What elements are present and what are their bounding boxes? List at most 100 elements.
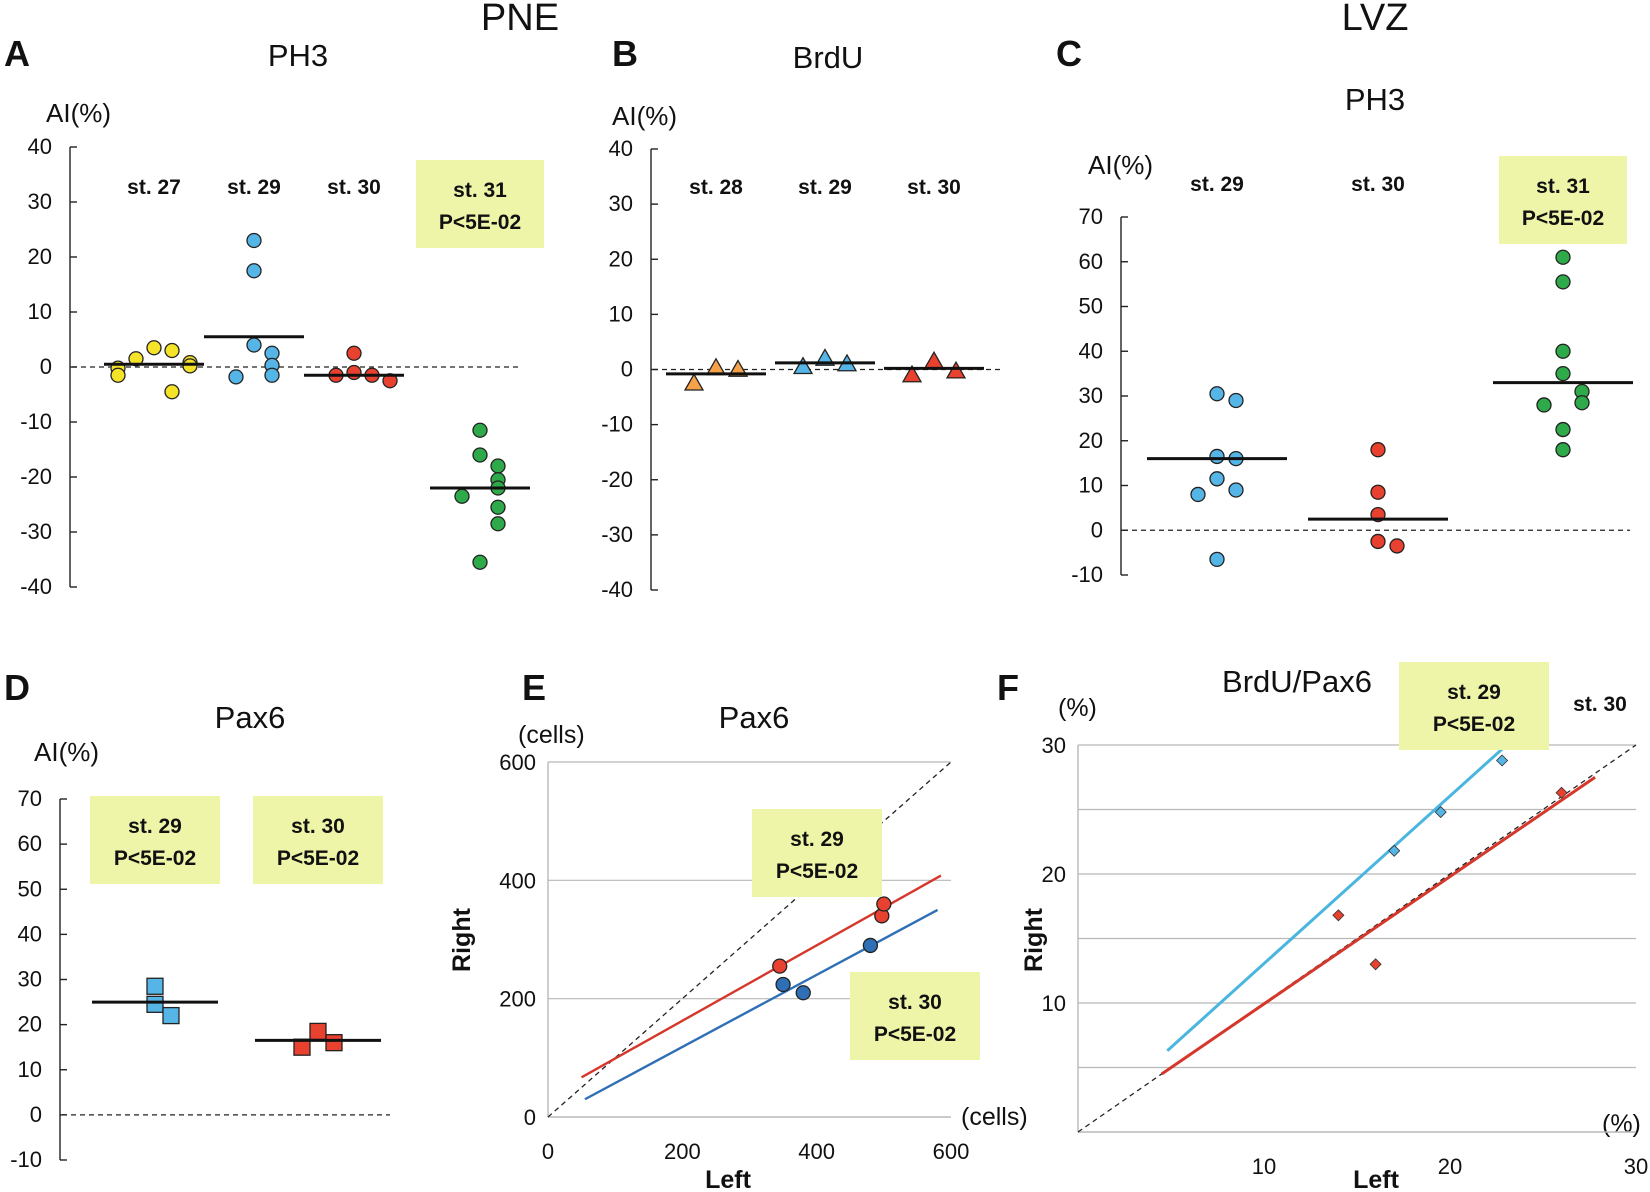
panel-c-ytick-label: 30 [1079, 383, 1103, 408]
panel-c-sig-st-31-stage: st. 31 [1536, 175, 1590, 198]
panel-d-point-st-30 [309, 1022, 327, 1041]
panel-a-ylabel: AI(%) [46, 98, 111, 128]
panel-b-ytick-label: -10 [601, 412, 633, 437]
panel-d: D Pax6 AI(%) 70 60 50 40 30 20 10 0 -10 st. 29 P<5… [4, 667, 390, 1172]
panel-c-plot: 70 60 50 40 30 20 10 0 -10 st. 29 st. 30 st. 31 P<5E… [1071, 156, 1633, 587]
panel-e-sig-st-30-pvalue: P<5E-02 [874, 1023, 956, 1046]
panel-d-sig-st-29-stage: st. 29 [128, 815, 182, 838]
panel-f-ytick-label: 20 [1042, 862, 1066, 887]
panel-e-sig-st-30-box [850, 972, 980, 1060]
panel-b-point-st-30 [901, 364, 923, 383]
panel-a-point-st-31 [454, 488, 470, 504]
panel-c-ylabel: AI(%) [1088, 150, 1153, 180]
panel-d-plot: 70 60 50 40 30 20 10 0 -10 st. 29 P<5E-02 st. 30 P<5… [10, 786, 390, 1172]
panel-f-point-st-29 [1496, 754, 1509, 767]
panel-f-sig-st-29-pvalue: P<5E-02 [1433, 713, 1515, 736]
panel-b: B BrdU AI(%) 40 30 20 10 0 -10 -20 -30 -40 st. 28… [601, 33, 1000, 602]
panel-d-ytick-label: 10 [18, 1057, 42, 1082]
panel-a-point-st-29 [246, 337, 262, 353]
panel-b-ytick-label: -30 [601, 522, 633, 547]
panel-e-sig-st-30-stage: st. 30 [888, 991, 942, 1014]
panel-b-ytick-label: 20 [609, 246, 633, 271]
panel-a-point-st-27 [146, 340, 162, 356]
panel-c-stage-label-st-30: st. 30 [1351, 173, 1405, 196]
panel-f-xtick-label: 30 [1624, 1154, 1648, 1179]
panel-d-ylabel: AI(%) [34, 737, 99, 767]
panel-f-fit-line-st-29 [1166, 724, 1530, 1052]
panel-a-point-st-27 [164, 342, 180, 359]
panel-e-xlabel: Left [705, 1166, 752, 1192]
panel-d-ytick-label: 40 [18, 921, 42, 946]
panel-b-plot: 40 30 20 10 0 -10 -20 -30 -40 st. 28 st. 29 st. 30 [601, 136, 1000, 602]
panel-a-point-st-31 [472, 447, 488, 463]
panel-a-stage-label-st-30: st. 30 [327, 176, 381, 199]
panel-a-ytick-label: -10 [20, 409, 52, 434]
panel-c-ytick-label: 0 [1091, 517, 1103, 542]
panel-b-stage-label-st-28: st. 28 [689, 176, 743, 199]
panel-d-title: Pax6 [215, 700, 286, 735]
panel-f-point-st-30 [1369, 958, 1382, 971]
panel-e-sig-st-29-box [752, 809, 882, 897]
panel-a-point-st-29 [264, 367, 280, 383]
panel-b-ytick-label: -40 [601, 577, 633, 602]
panel-a-point-st-29 [246, 232, 262, 249]
panel-c-point-st-29 [1209, 471, 1225, 487]
panel-e-ytick-label: 400 [499, 868, 536, 893]
panel-d-ytick-label: 60 [18, 831, 42, 856]
panel-c-ytick-label: 40 [1079, 338, 1103, 363]
panel-c-point-st-30 [1370, 442, 1386, 458]
panel-f-xtick-label: 20 [1438, 1154, 1462, 1179]
panel-c-point-st-31 [1555, 274, 1571, 290]
panel-f-point-st-29 [1434, 806, 1447, 819]
panel-a-point-st-31 [472, 554, 488, 570]
panel-a-point-st-27 [110, 367, 126, 383]
panel-d-point-st-29 [162, 1006, 180, 1025]
panel-e-sig-st-29-stage: st. 29 [790, 828, 844, 851]
panel-b-stage-label-st-29: st. 29 [798, 176, 852, 199]
panel-c-ytick-label: 70 [1079, 204, 1103, 229]
panel-d-sig-st-30-stage: st. 30 [291, 815, 345, 838]
panel-e-identity-line [547, 761, 952, 1118]
panel-f-yunit: (%) [1058, 694, 1097, 722]
panel-letter-f: F [997, 667, 1019, 708]
panel-d-sig-st-30-box [253, 796, 383, 884]
panel-a-title: PH3 [268, 38, 328, 73]
panel-letter-b: B [612, 33, 638, 74]
panel-f-xlabel: Left [1353, 1166, 1400, 1192]
panel-e-xtick-label: 200 [664, 1139, 701, 1164]
panel-c-point-st-30 [1389, 538, 1405, 554]
panel-a-ytick-label: 10 [28, 299, 52, 324]
panel-a-ytick-label: -30 [20, 519, 52, 544]
panel-f-fit-line-st-30 [1160, 776, 1596, 1076]
region-lvz-label: LVZ [1342, 0, 1409, 39]
panel-e-title: Pax6 [719, 700, 790, 735]
panel-c-ytick-label: 10 [1079, 473, 1103, 498]
panel-a-stage-label-st-29: st. 29 [227, 176, 281, 199]
panel-f-xtick-label: 10 [1252, 1154, 1276, 1179]
panel-b-point-st-30 [923, 350, 945, 369]
panel-a-point-st-27 [182, 358, 198, 374]
panel-a-point-st-31 [490, 458, 506, 474]
panel-a-ytick-label: 0 [40, 354, 52, 379]
panel-c-point-st-31 [1574, 395, 1590, 411]
panel-d-sig-st-30-pvalue: P<5E-02 [277, 847, 359, 870]
panel-d-ytick-label: 50 [18, 876, 42, 901]
panel-a-ytick-label: 30 [28, 189, 52, 214]
panel-a-point-st-31 [490, 499, 506, 515]
panel-c-point-st-29 [1209, 551, 1225, 567]
panel-c-point-st-31 [1555, 421, 1571, 438]
panel-b-point-st-29 [792, 356, 814, 375]
panel-c-point-st-30 [1370, 484, 1386, 500]
panel-a-plot: 40 30 20 10 0 -10 -20 -30 -40 st. 27 st. 29 st. 30 s… [20, 134, 544, 599]
panel-d-ytick-label: 30 [18, 967, 42, 992]
panel-e-point-st-30 [862, 937, 879, 954]
panel-a-ytick-label: -40 [20, 574, 52, 599]
panel-e-xtick-label: 600 [933, 1139, 970, 1164]
panel-c-sig-st-31-pvalue: P<5E-02 [1522, 207, 1604, 230]
panel-f-ytick-label: 30 [1042, 733, 1066, 758]
panel-e-point-st-30 [795, 985, 811, 1001]
panel-f-ytick-label: 10 [1042, 991, 1066, 1016]
panel-f-sig-st-29-box [1399, 662, 1549, 750]
panel-e-plot: 0 200 400 600 0 200 400 600 st. 29 P<5E-02 st. 30 P… [499, 750, 980, 1164]
